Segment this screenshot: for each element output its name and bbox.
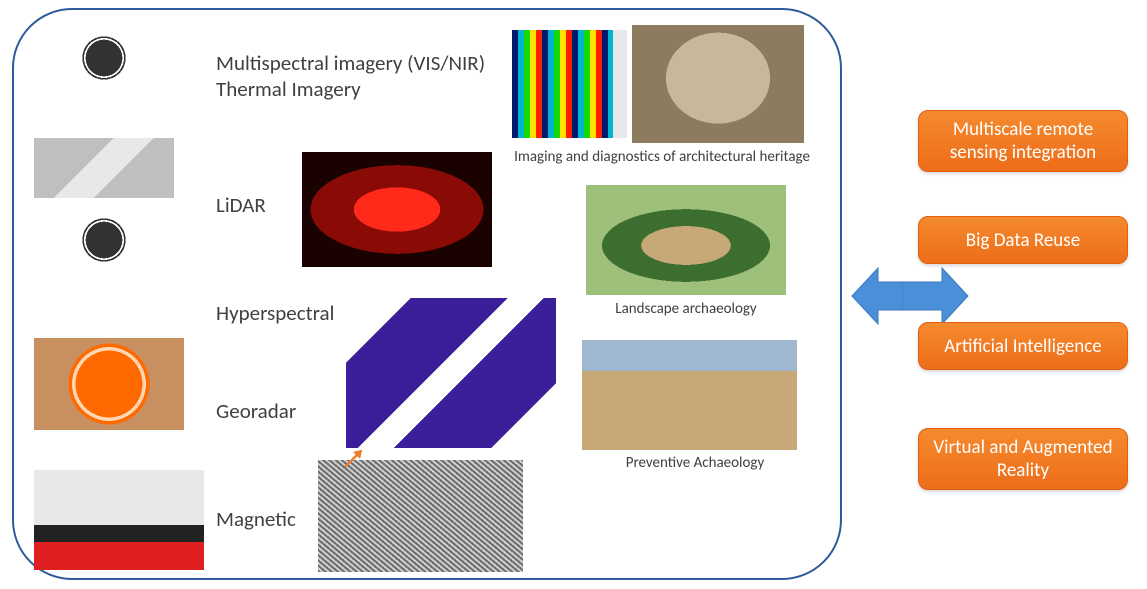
preventive-caption: Preventive Achaeology [600, 454, 790, 472]
landscape-caption: Landscape archaeology [586, 300, 786, 318]
black-quadcopter-image [34, 210, 174, 285]
topic-label: Artificial Intelligence [944, 335, 1101, 358]
settlement-model-image [586, 185, 786, 295]
orange-hexacopter-image [34, 338, 184, 430]
topic-ai: Artificial Intelligence [918, 322, 1128, 370]
lidar-label: LiDAR [216, 192, 266, 218]
topic-multiscale: Multiscale remote sensing integration [918, 110, 1128, 172]
small-orange-arrow-icon [338, 444, 368, 474]
gpr-crosssection-image [346, 298, 556, 448]
architectural-caption: Imaging and diagnostics of architectural… [512, 148, 812, 166]
topic-label: Multiscale remote sensing integration [931, 118, 1115, 164]
multispectral-label-line1: Multispectral imagery (VIS/NIR) [216, 50, 485, 76]
multispectral-label-line2: Thermal Imagery [216, 76, 361, 102]
topic-bigdata: Big Data Reuse [918, 216, 1128, 264]
gray-quadcopter-image [34, 138, 174, 198]
magnetometry-map-image [318, 460, 523, 572]
stone-statue-image [632, 25, 804, 143]
excavation-site-image [582, 340, 797, 450]
quadcopter-image [34, 28, 174, 103]
gpr-hexacopter-image [34, 470, 204, 570]
topic-label: Big Data Reuse [966, 229, 1080, 252]
thermal-facade-image [512, 30, 627, 138]
topic-label: Virtual and Augmented Reality [931, 436, 1115, 482]
topic-vrar: Virtual and Augmented Reality [918, 428, 1128, 490]
hyperspectral-label: Hyperspectral [216, 300, 334, 326]
right-block-arrow-icon [902, 264, 970, 328]
lidar-dem-image [302, 152, 492, 267]
magnetic-label: Magnetic [216, 506, 296, 532]
georadar-label: Georadar [216, 398, 296, 424]
